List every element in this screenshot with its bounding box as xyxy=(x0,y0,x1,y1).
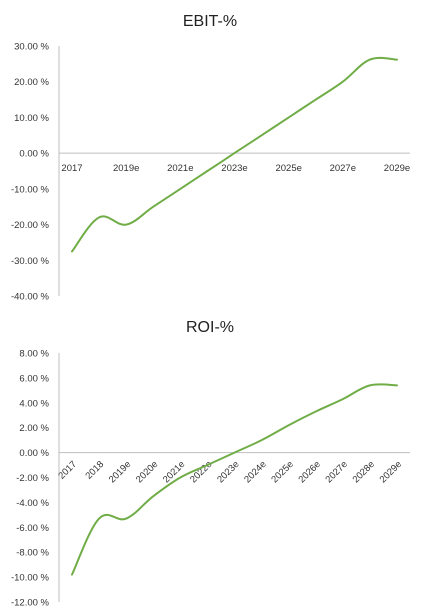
ebit-chart: EBIT-% 30.00 % 20.00 % 10.00 % 0.00 % -10.00… xyxy=(11,13,410,303)
roi-x-tick-label: 2017 xyxy=(56,459,79,482)
roi-chart: ROI-% 8.00 % 6.00 % 4.00 % 2.00 % 0.00 % -2.0… xyxy=(11,319,410,609)
ebit-y-tick-label: -20.00 % xyxy=(11,220,50,231)
roi-y-tick-label: -2.00 % xyxy=(16,473,49,484)
roi-x-tick-label: 2027e xyxy=(323,459,349,485)
ebit-chart-title: EBIT-% xyxy=(183,13,237,30)
roi-y-tick-label: -4.00 % xyxy=(16,498,49,509)
roi-x-tick-label: 2029e xyxy=(378,459,404,485)
roi-x-tick-label: 2025e xyxy=(269,459,295,485)
ebit-x-tick-label: 2029e xyxy=(384,163,410,174)
roi-y-tick-label: 0.00 % xyxy=(19,448,49,459)
ebit-y-tick-label: 0.00 % xyxy=(19,149,49,160)
ebit-x-tick-label: 2025e xyxy=(275,163,301,174)
ebit-x-tick-label: 2023e xyxy=(221,163,247,174)
roi-x-tick-label: 2018 xyxy=(83,459,106,482)
roi-x-tick-label: 2020e xyxy=(134,459,160,485)
roi-chart-title: ROI-% xyxy=(186,319,234,336)
roi-y-tick-label: -10.00 % xyxy=(11,573,50,584)
ebit-y-tick-label: -30.00 % xyxy=(11,256,50,267)
ebit-y-tick-label: 30.00 % xyxy=(14,42,49,53)
ebit-x-tick-label: 2027e xyxy=(330,163,356,174)
roi-y-tick-label: -6.00 % xyxy=(16,523,49,534)
roi-series-line xyxy=(71,383,398,576)
roi-y-tick-label: 2.00 % xyxy=(19,423,49,434)
ebit-x-tick-label: 2019e xyxy=(113,163,139,174)
roi-y-tick-label: -12.00 % xyxy=(11,598,50,609)
roi-y-tick-label: -8.00 % xyxy=(16,548,49,559)
roi-y-tick-label: 4.00 % xyxy=(19,398,49,409)
ebit-y-tick-label: 20.00 % xyxy=(14,77,49,88)
ebit-x-tick-label: 2017 xyxy=(61,163,82,174)
ebit-y-tick-label: -10.00 % xyxy=(11,184,50,195)
roi-x-tick-label: 2024e xyxy=(242,459,268,485)
roi-y-tick-label: 8.00 % xyxy=(19,349,49,360)
ebit-series-line xyxy=(71,56,398,253)
ebit-y-tick-label: -40.00 % xyxy=(11,292,50,303)
roi-y-tick-label: 6.00 % xyxy=(19,373,49,384)
roi-x-tick-label: 2028e xyxy=(351,459,377,485)
roi-x-tick-label: 2019e xyxy=(107,459,133,485)
ebit-y-tick-label: 10.00 % xyxy=(14,113,49,124)
roi-x-tick-label: 2026e xyxy=(296,459,322,485)
roi-x-tick-label: 2023e xyxy=(215,459,241,485)
ebit-x-tick-label: 2021e xyxy=(167,163,193,174)
